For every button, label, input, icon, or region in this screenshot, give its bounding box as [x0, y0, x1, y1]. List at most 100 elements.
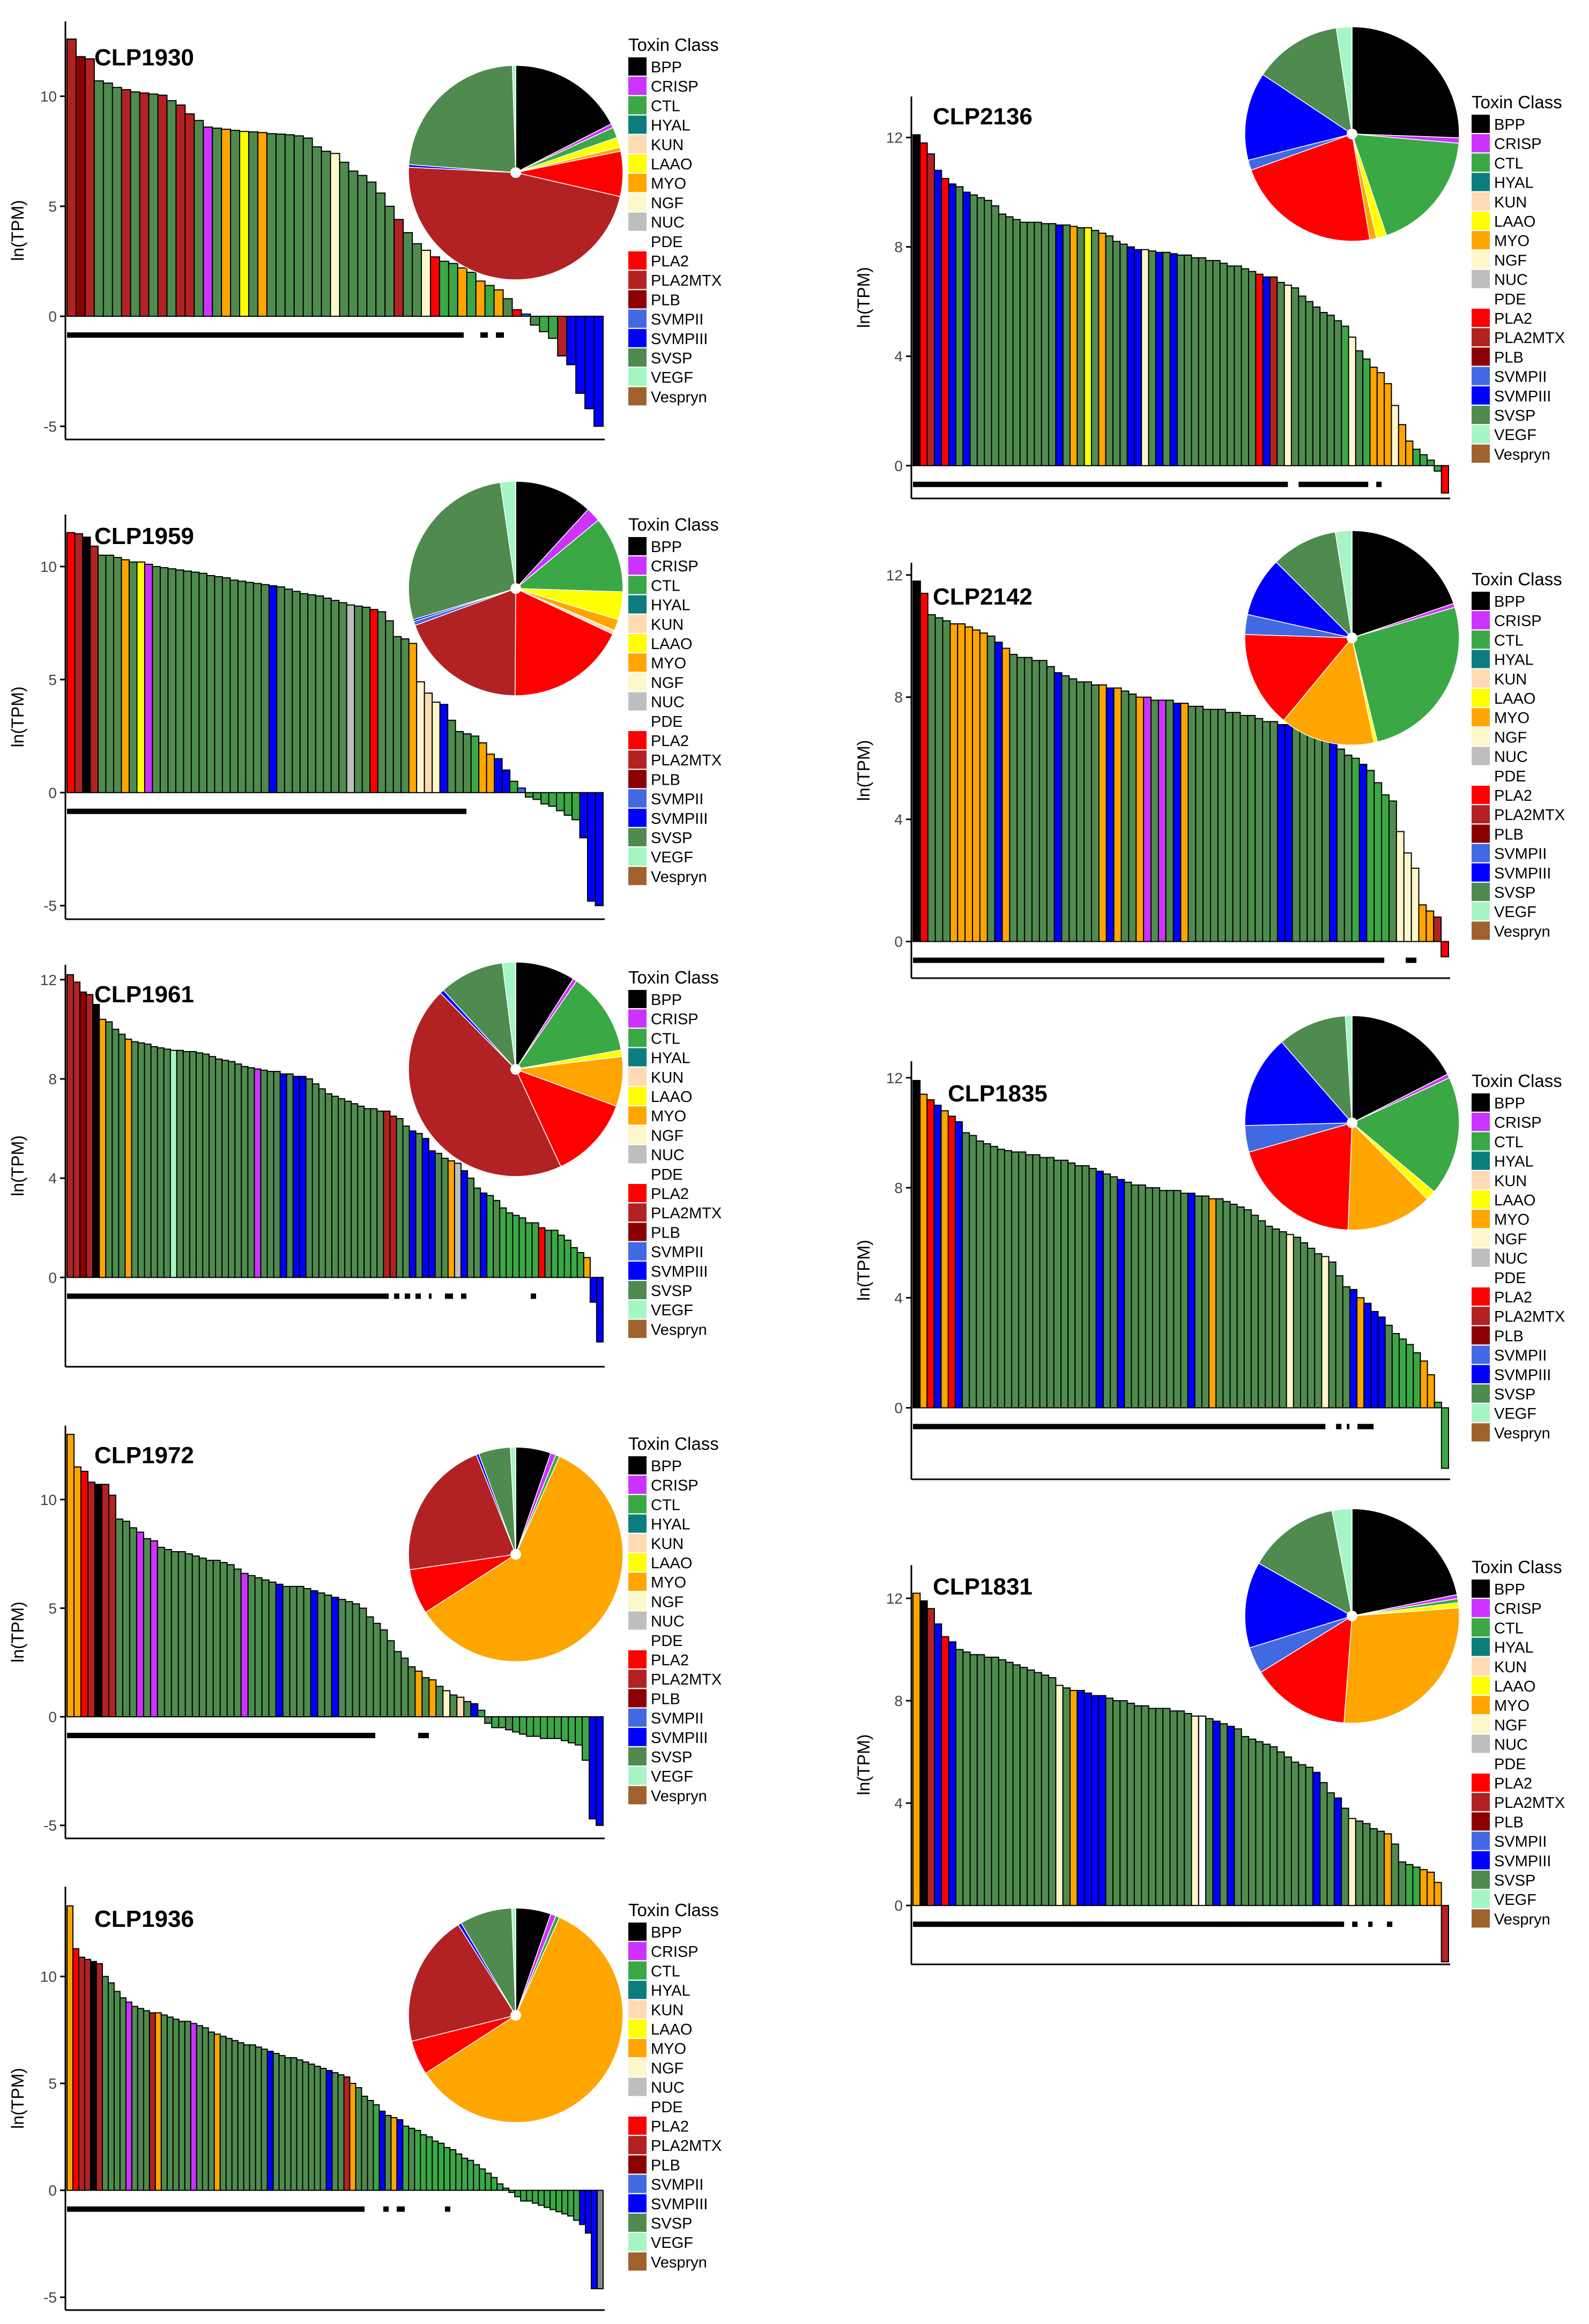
- legend-swatch-LAAO: [628, 1087, 647, 1105]
- bar-SVSP: [455, 731, 464, 793]
- legend-label-NGF: NGF: [651, 195, 684, 212]
- legend-title: Toxin Class: [628, 35, 719, 55]
- bar-undefined: [597, 2189, 604, 2290]
- bar-SVSP: [976, 1140, 984, 1409]
- legend-swatch-MYO: [1472, 1696, 1490, 1715]
- bar-SVSP: [101, 1976, 109, 2191]
- bar-CTL: [519, 1716, 528, 1735]
- bar-SVSP: [1126, 1702, 1135, 1906]
- bar-SVMPIII: [1329, 742, 1338, 942]
- bar-CTL: [485, 2172, 492, 2191]
- bar-SVSP: [275, 133, 286, 317]
- bar-SVSP: [1194, 1195, 1202, 1409]
- bar-CTL: [467, 2159, 474, 2191]
- bar-MYO: [1420, 1360, 1428, 1409]
- bar-SVSP: [366, 1616, 374, 1718]
- bar-SVSP: [998, 213, 1007, 466]
- legend-swatch-PLA2MTX: [628, 1670, 647, 1688]
- bar-SVSP: [237, 580, 247, 793]
- bar-MYO: [1425, 910, 1435, 942]
- bar-CTL: [420, 2134, 427, 2191]
- bar-SVSP: [502, 298, 513, 317]
- chart-title: CLP1959: [94, 523, 194, 549]
- bar-SVSP: [1005, 216, 1014, 466]
- bar-MYO: [979, 632, 988, 942]
- bar-SVSP: [176, 1049, 184, 1278]
- bar-PLA2MTX: [1441, 1905, 1449, 1963]
- bar-CTL: [563, 792, 573, 816]
- pie-slice-CTL: [1351, 1077, 1460, 1193]
- bar-SVSP: [1131, 1184, 1139, 1409]
- legend-label-PDE: PDE: [1494, 291, 1526, 308]
- bar-SVSP: [1362, 1823, 1371, 1906]
- bar-SVSP: [1148, 250, 1156, 466]
- bar-SVMPIII: [421, 1138, 429, 1278]
- bar-SVMPIII: [933, 169, 942, 466]
- bar-SVSP: [1319, 312, 1328, 466]
- bar-SVMPIII: [948, 1641, 956, 1906]
- legend-swatch-SVMPIII: [1472, 386, 1490, 405]
- bar-SVSP: [434, 1152, 442, 1278]
- bar-SVSP: [348, 170, 359, 317]
- bar-SVSP: [1184, 254, 1192, 466]
- bar-NGF: [421, 249, 431, 317]
- bar-SVSP: [1019, 1667, 1028, 1906]
- bar-PLA2: [1441, 941, 1449, 958]
- bar-CTL: [548, 316, 559, 339]
- legend-swatch-PLA2: [1472, 1774, 1490, 1792]
- pie-slice-SVMPIII: [1246, 561, 1354, 639]
- bar-CTL: [544, 2189, 551, 2208]
- legend-label-Vespryn: Vespryn: [1494, 1425, 1550, 1442]
- bar-CTL: [470, 735, 480, 793]
- bar-SVSP: [157, 1047, 165, 1278]
- y-axis-label: ln(TPM): [8, 687, 27, 748]
- legend-label-NGF: NGF: [1494, 1231, 1527, 1248]
- bar-SVSP: [302, 2061, 309, 2191]
- legend-swatch-VEGF: [628, 1767, 647, 1785]
- bar-SVSP: [1112, 241, 1121, 466]
- legend-label-SVSP: SVSP: [651, 1283, 692, 1300]
- pie-slice-VEGF: [511, 65, 516, 173]
- legend-swatch-Vespryn: [628, 1320, 647, 1338]
- legend-swatch-SVSP: [628, 828, 647, 846]
- bar-SVSP: [314, 2066, 321, 2191]
- bar-PLA2MTX: [1433, 917, 1442, 942]
- bar-PLA2MTX: [389, 1115, 397, 1278]
- y-axis-label: ln(TPM): [854, 267, 873, 328]
- bar-SVSP: [1048, 223, 1057, 466]
- legend-label-SVMPIII: SVMPIII: [651, 331, 708, 348]
- legend-label-BPP: BPP: [651, 539, 682, 556]
- bar-CTL: [531, 1222, 539, 1278]
- bar-SVSP: [1236, 1206, 1245, 1409]
- bar-SVMPIII: [579, 792, 589, 839]
- bar-PLA2: [919, 592, 929, 942]
- bar-SVSP: [237, 2042, 244, 2191]
- bar-SVSP: [1201, 1195, 1210, 1409]
- legend-title: Toxin Class: [628, 967, 719, 987]
- bar-SVSP: [337, 2074, 345, 2191]
- bar-SVSP: [296, 1585, 305, 1718]
- bar-PLA2MTX: [175, 105, 186, 317]
- bar-SVSP: [160, 2014, 168, 2191]
- legend-label-Vespryn: Vespryn: [651, 1787, 707, 1805]
- bar-CTL: [557, 1234, 565, 1278]
- bar-CTL: [448, 263, 458, 317]
- legend-label-CTL: CTL: [1494, 1620, 1524, 1637]
- legend-swatch-VEGF: [1472, 1890, 1490, 1909]
- bar-CTL: [518, 1217, 526, 1278]
- bar-SVSP: [1298, 295, 1306, 466]
- bar-SVSP: [1150, 699, 1159, 942]
- bar-PLA2MTX: [95, 1963, 103, 2191]
- legend-swatch-PLA2: [1472, 786, 1490, 804]
- legend-swatch-KUN: [628, 1067, 647, 1086]
- bar-SVSP: [387, 1640, 395, 1718]
- bar-MYO: [408, 643, 418, 793]
- legend-swatch-VEGF: [628, 847, 647, 866]
- legend-label-PLA2: PLA2: [1494, 1289, 1532, 1306]
- pie-slice-MYO: [425, 1456, 623, 1662]
- bar-SVSP: [1046, 1157, 1055, 1409]
- legend-swatch-LAAO: [1472, 689, 1490, 707]
- bar-SVSP: [1335, 1275, 1343, 1409]
- chart-title: CLP1961: [94, 981, 194, 1008]
- bar-CRISP: [150, 1540, 158, 1718]
